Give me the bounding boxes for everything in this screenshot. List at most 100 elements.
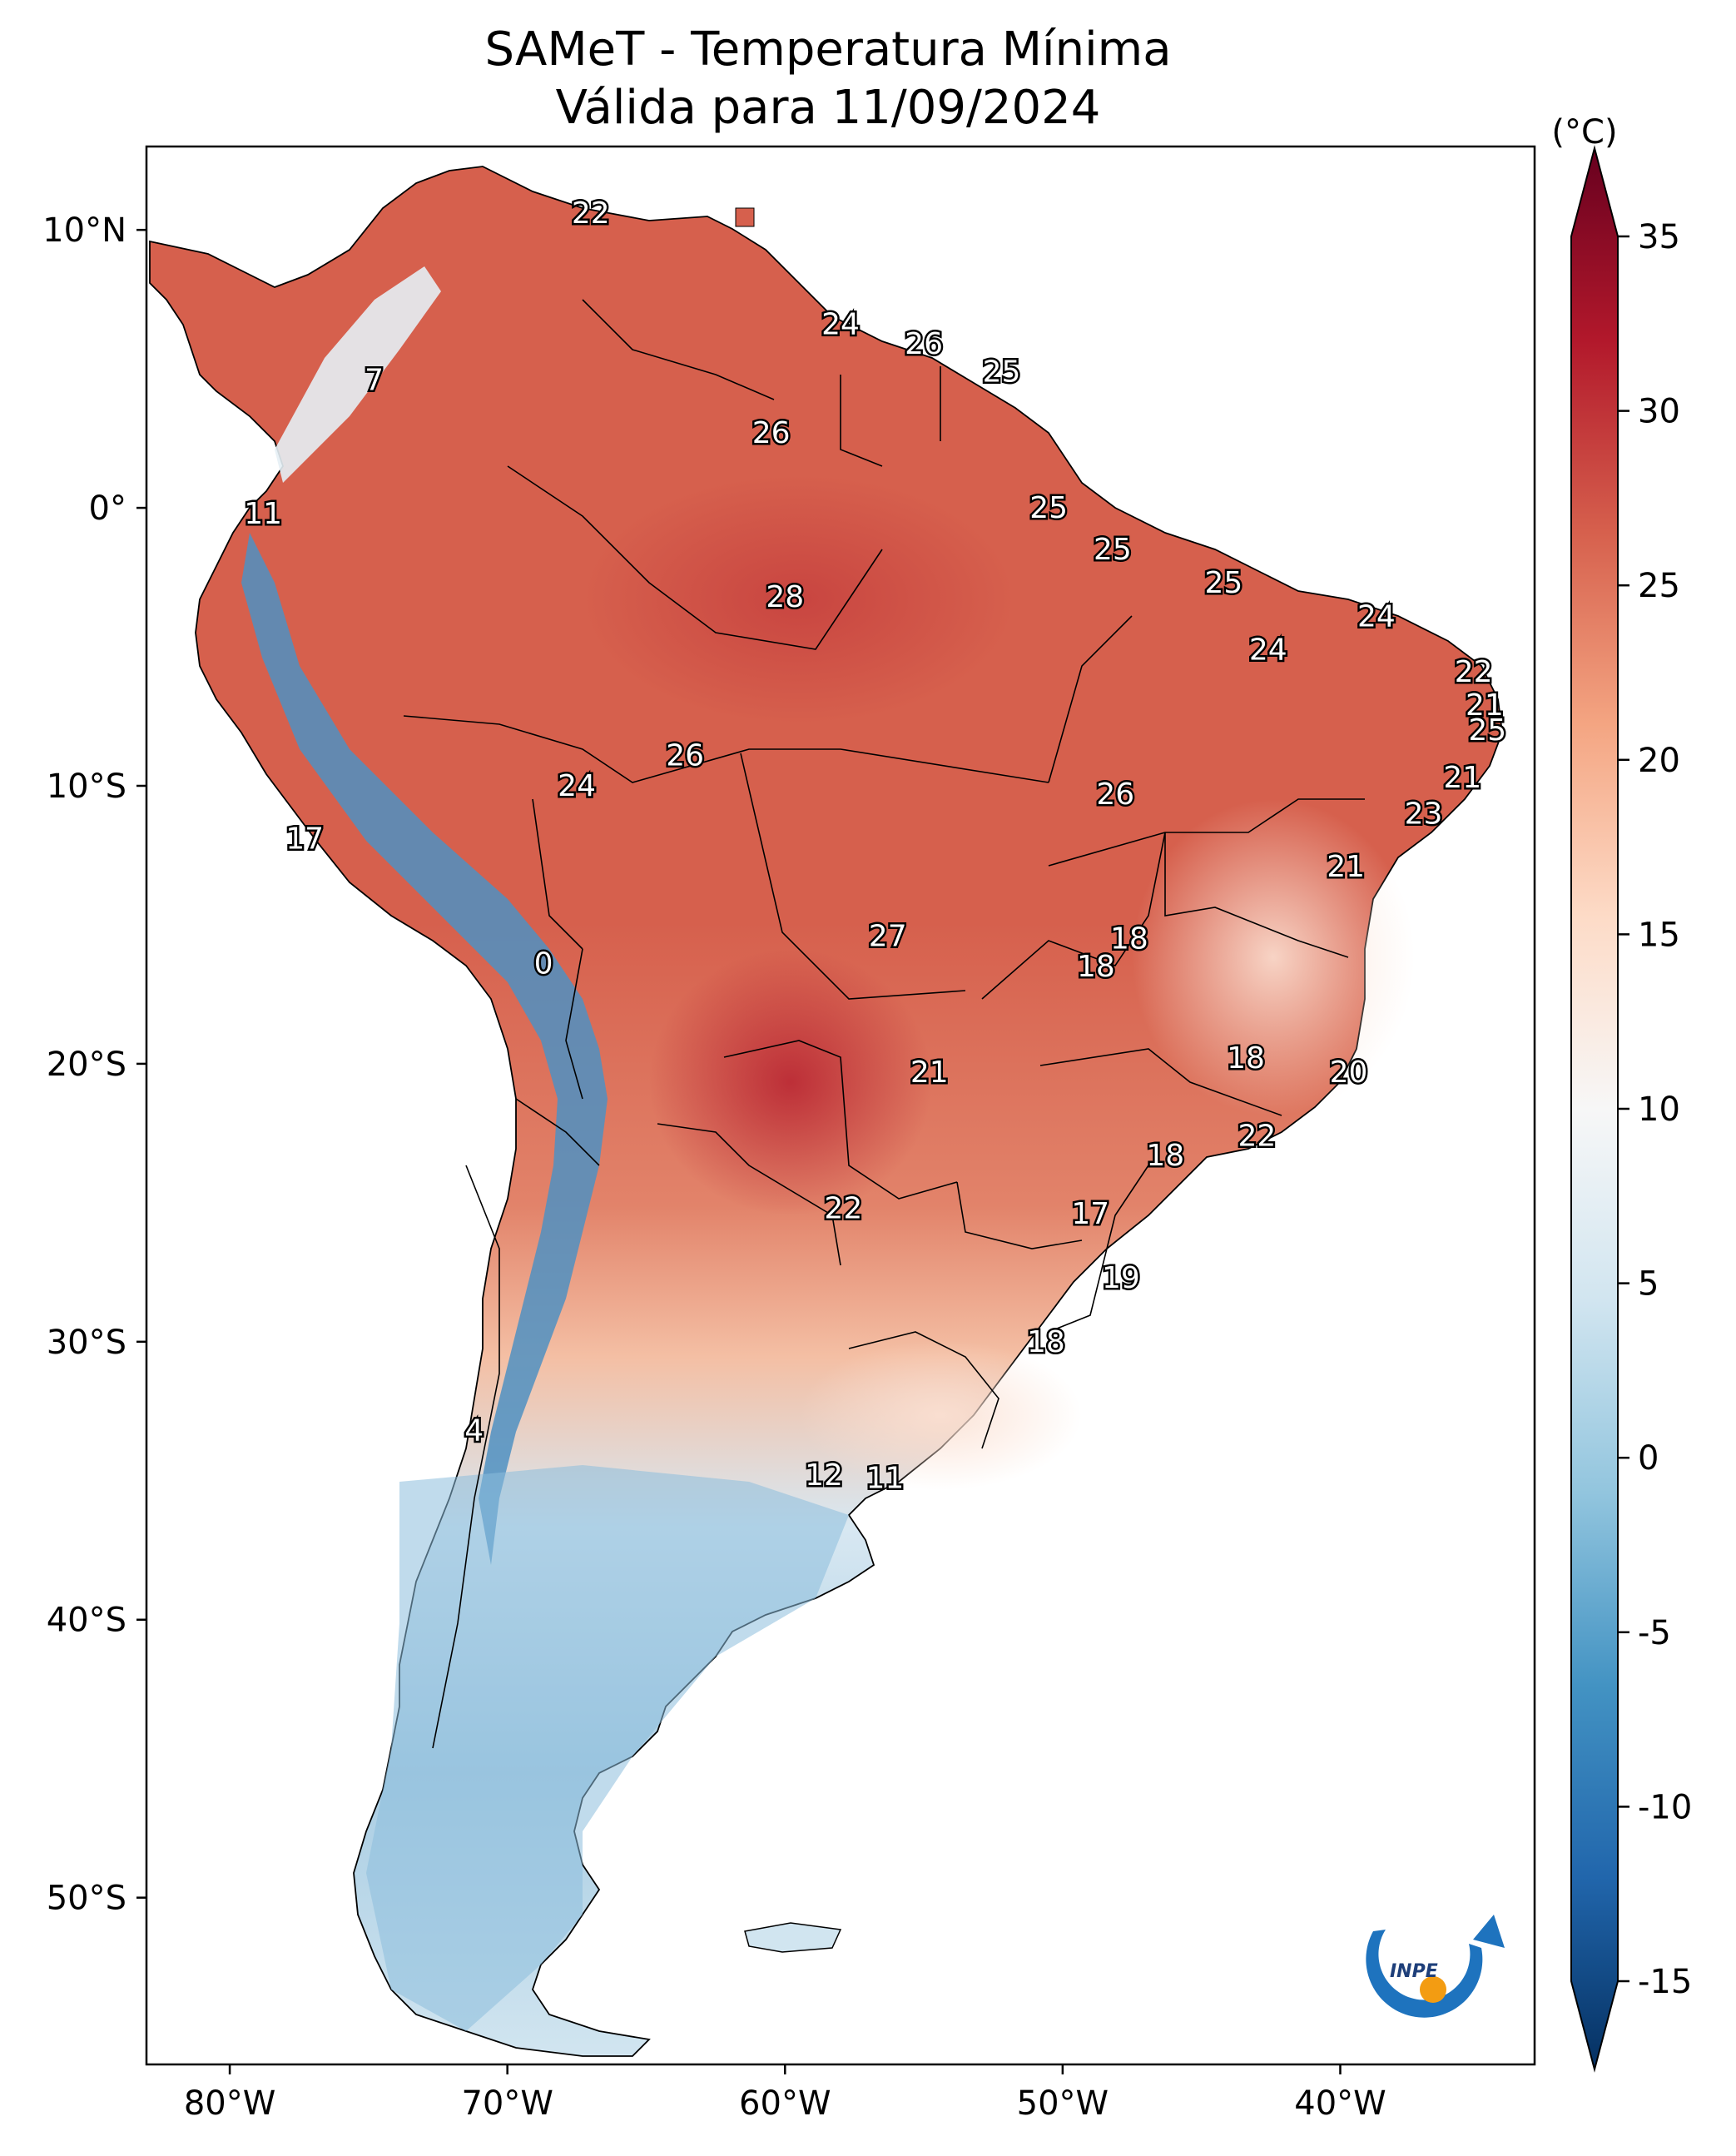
temperature-label: 21 — [1327, 850, 1365, 884]
temperature-label: 21 — [1466, 688, 1504, 723]
border-line — [1164, 832, 1349, 958]
temperature-label: 25 — [1029, 491, 1068, 525]
temperature-label: 25 — [1204, 566, 1242, 600]
border-line — [840, 375, 883, 467]
temperature-label: 24 — [821, 308, 860, 342]
colorbar-tick-label: -10 — [1638, 1788, 1692, 1826]
colorbar-tick-label: -5 — [1638, 1614, 1671, 1652]
colorbar-tick-label: 15 — [1638, 916, 1680, 954]
colorbar-bar — [1570, 145, 1619, 2073]
temperature-label: 12 — [805, 1458, 843, 1493]
lat-tick-label: 30°S — [47, 1324, 126, 1362]
andes-cold-strip — [241, 533, 608, 1565]
logo-arrow-icon — [1473, 1915, 1505, 1948]
temperature-label: 18 — [1077, 950, 1115, 984]
border-line — [1048, 615, 1133, 783]
temperature-label: 24 — [1249, 633, 1287, 667]
lon-tick-label: 60°W — [739, 2084, 831, 2123]
colorbar-ticks: 35 30 25 20 15 10 5 0 -5 -10 -15 — [1618, 218, 1692, 2001]
warm-anomaly-area — [649, 949, 932, 1215]
colorbar-tick-label: 35 — [1638, 218, 1680, 256]
trinidad-island — [735, 207, 755, 227]
temperature-label: 23 — [1405, 797, 1443, 831]
temperature-label: 26 — [1096, 777, 1134, 812]
political-borders — [403, 299, 1365, 1749]
temperature-label: 21 — [910, 1056, 949, 1090]
temperature-label: 0 — [534, 947, 553, 981]
lat-tick-label: 0° — [89, 489, 126, 528]
lat-tick-label: 10°S — [47, 768, 126, 806]
temperature-label: 11 — [866, 1461, 904, 1495]
inpe-logo: INPE — [1366, 1915, 1505, 2018]
border-line — [956, 1181, 1083, 1249]
border-line — [1048, 798, 1365, 867]
colorbar: (°C) 35 30 25 20 15 10 5 0 -5 -10 -15 — [1551, 113, 1692, 2073]
logo-text: INPE — [1390, 1961, 1438, 1982]
temperature-label: 18 — [1227, 1041, 1265, 1076]
colorbar-unit-label: (°C) — [1551, 113, 1617, 152]
border-line — [723, 1040, 958, 1200]
temperature-label: 22 — [824, 1192, 862, 1226]
lon-tick-label: 40°W — [1294, 2084, 1386, 2123]
logo-swoosh-icon — [1366, 1930, 1483, 2018]
border-line — [432, 1165, 500, 1749]
border-line — [515, 1098, 600, 1166]
temperature-label: 26 — [905, 327, 943, 361]
temperature-label: 25 — [1468, 713, 1506, 748]
temperature-label: 25 — [983, 355, 1021, 389]
colorbar-tick-label: 10 — [1638, 1090, 1680, 1129]
temperature-label: 19 — [1102, 1261, 1140, 1295]
lat-tick-label: 40°S — [47, 1602, 126, 1640]
temperature-label: 25 — [1094, 533, 1132, 567]
colorbar-tick-label: 5 — [1638, 1265, 1659, 1304]
temperature-label: 20 — [1330, 1056, 1368, 1090]
lon-tick-label: 80°W — [184, 2084, 275, 2123]
map-title-line1: SAMeT - Temperatura Mínima — [484, 22, 1171, 77]
border-line — [565, 948, 583, 1100]
longitude-axis: 80°W 70°W 60°W 50°W 40°W — [184, 2064, 1386, 2123]
colorbar-tick-label: 25 — [1638, 567, 1680, 605]
temperature-label: 18 — [1146, 1139, 1184, 1173]
temperature-label: 22 — [1238, 1120, 1276, 1154]
temperature-label: 26 — [752, 416, 791, 450]
temperature-label: 24 — [558, 769, 596, 803]
border-line — [1039, 1048, 1282, 1116]
cool-south-brazil-area — [799, 1340, 1082, 1490]
patagonia-cool-area — [366, 1465, 849, 2031]
lat-tick-label: 50°S — [47, 1880, 126, 1918]
logo-orb-icon — [1420, 1976, 1446, 2003]
border-line — [1048, 1165, 1149, 1333]
falkland-islands — [744, 1922, 842, 1953]
lat-tick-label: 20°S — [47, 1046, 126, 1084]
temperature-label: 22 — [572, 196, 610, 231]
temperature-label: 26 — [666, 738, 704, 772]
border-line — [582, 299, 775, 400]
temperature-label: 18 — [1110, 922, 1148, 956]
map-frame — [145, 145, 1536, 2066]
warm-amazon-area — [583, 474, 1015, 724]
temperature-label: 7 — [365, 363, 384, 397]
colorbar-tick-label: 0 — [1638, 1439, 1659, 1478]
temperature-label: 27 — [869, 919, 907, 953]
colorbar-tick-label: 30 — [1638, 393, 1680, 431]
temperature-label: 18 — [1027, 1325, 1065, 1359]
temperature-label: 17 — [1071, 1197, 1109, 1231]
map-title-line2: Válida para 11/09/2024 — [556, 81, 1101, 135]
border-line — [981, 832, 1166, 1000]
temperature-label: 28 — [766, 580, 804, 614]
cool-highlands-area — [1132, 799, 1415, 1115]
temperature-label: 11 — [244, 497, 282, 531]
temperature-label: 17 — [285, 822, 324, 856]
border-line — [532, 798, 583, 950]
border-line — [848, 1331, 999, 1449]
andes-north-cold-strip — [275, 266, 441, 483]
temperature-label: 4 — [464, 1414, 484, 1448]
temperature-label: 22 — [1455, 655, 1493, 689]
border-line — [657, 1123, 841, 1266]
lon-tick-label: 70°W — [461, 2084, 553, 2123]
colorbar-tick-label: -15 — [1638, 1963, 1692, 2001]
temperature-label: 21 — [1443, 761, 1481, 795]
